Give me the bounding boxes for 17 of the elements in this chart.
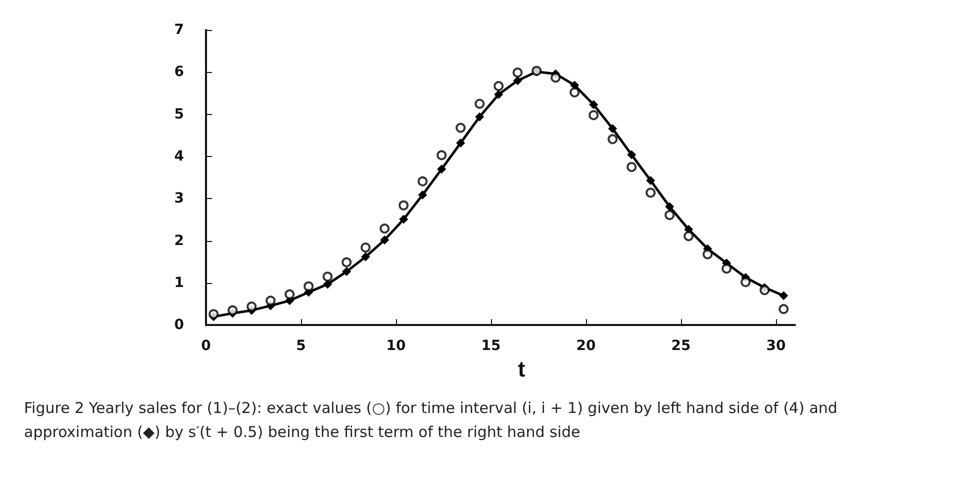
y-tick-label: 0 bbox=[174, 317, 184, 334]
y-tick-label: 1 bbox=[174, 274, 184, 291]
x-tick-label: 25 bbox=[671, 338, 691, 354]
y-tick-label: 3 bbox=[174, 190, 184, 207]
x-tick-label: 10 bbox=[386, 338, 406, 354]
y-tick-label: 5 bbox=[174, 106, 184, 122]
y-tick-label: 6 bbox=[174, 64, 184, 80]
caption: Figure 2 Yearly sales for (1)–(2): exact values (○) for time interval (i, i + 1) given by left hand side of (4) and approximation (◆) by s′(t + 0.5) being the first term of the right hand side bbox=[24, 398, 838, 443]
x-tick-label: 15 bbox=[481, 338, 501, 354]
x-tick-label: 5 bbox=[296, 338, 306, 354]
x-axis-title: t bbox=[518, 356, 526, 382]
y-tick-label: 2 bbox=[174, 232, 184, 249]
x-tick-label: 20 bbox=[576, 338, 596, 354]
x-tick-label: 30 bbox=[766, 338, 786, 354]
x-tick-label: 0 bbox=[201, 338, 212, 354]
y-tick-label: 7 bbox=[174, 22, 184, 38]
y-tick-label: 4 bbox=[174, 148, 184, 164]
